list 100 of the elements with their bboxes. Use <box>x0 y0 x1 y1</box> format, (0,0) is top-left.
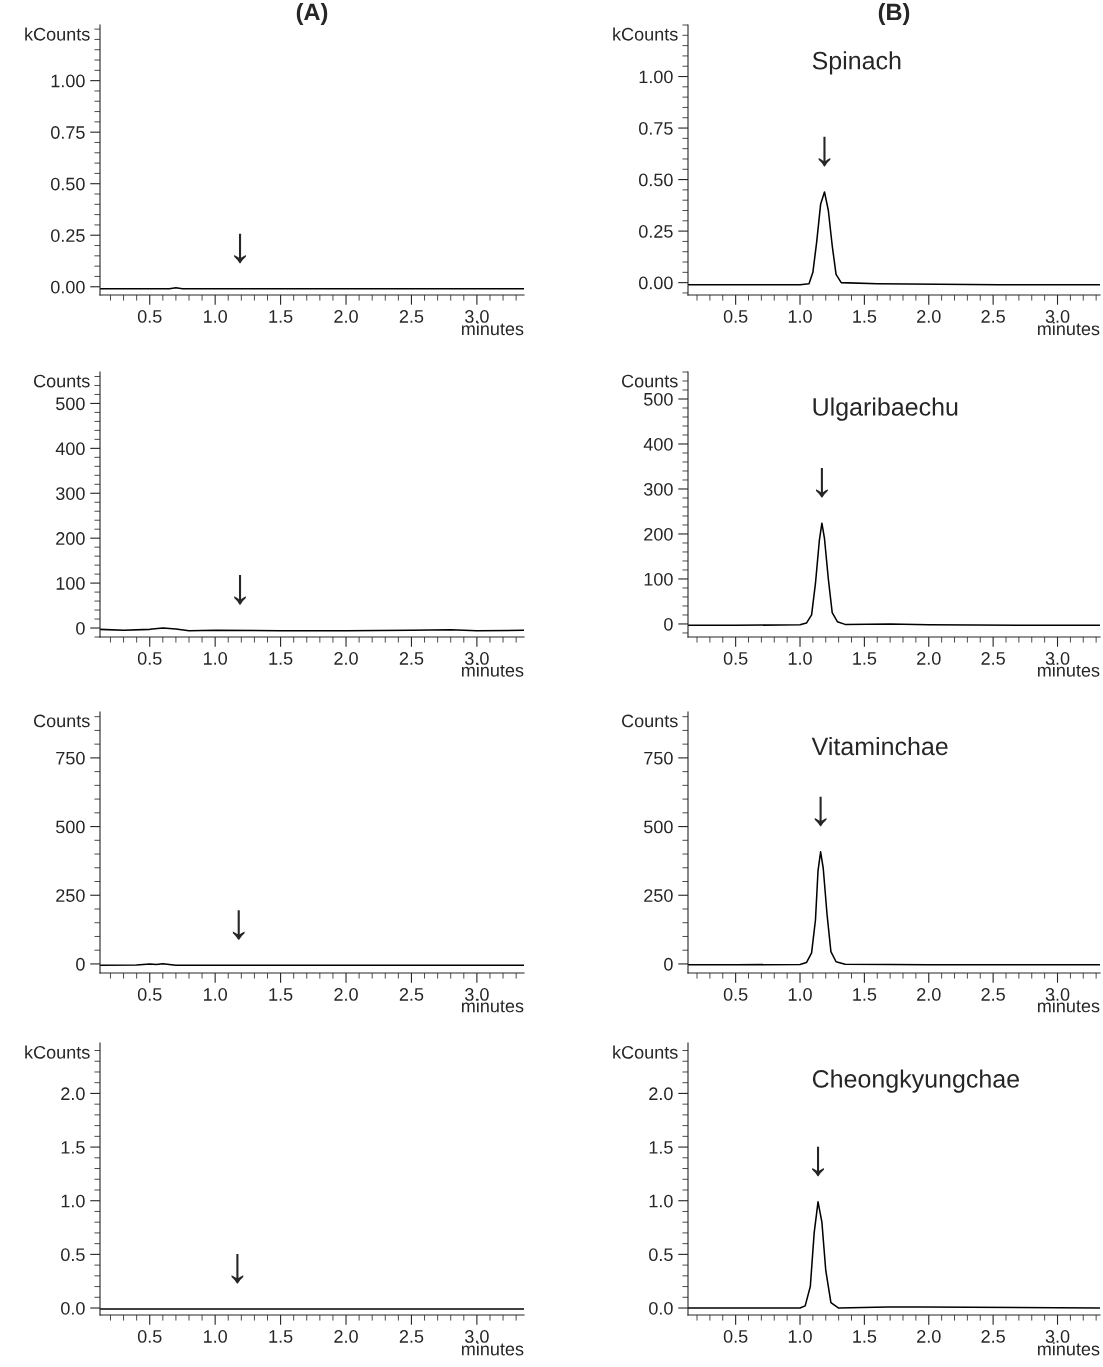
x-tick-label: 2.5 <box>981 310 1005 323</box>
y-tick-label: 500 <box>644 820 673 834</box>
y-axis-title: Counts <box>621 714 678 728</box>
x-tick-label: 2.5 <box>981 988 1005 1001</box>
x-tick-label: 1.5 <box>853 310 877 323</box>
y-tick-label: 2.0 <box>649 1087 673 1101</box>
x-tick-label: 0.5 <box>137 988 162 1001</box>
text: Ulgaribaechu <box>813 397 958 421</box>
chart-title: (A) <box>296 2 328 25</box>
y-tick-label: 1.0 <box>61 1194 85 1208</box>
y-tick-label: 0.00 <box>638 276 673 290</box>
y-axis-title: kCounts <box>613 27 678 41</box>
x-tick-label: 1.5 <box>269 988 293 1001</box>
annotation: ↓ <box>816 468 828 498</box>
y-tick-label: 200 <box>644 527 673 541</box>
x-tick-label: 2.5 <box>399 652 424 665</box>
x-tick-label: 1.5 <box>853 988 877 1001</box>
x-tick-label: 3.0 <box>465 652 489 665</box>
x-tick-label: 1.0 <box>203 988 228 1001</box>
x-axis-title: minutes <box>1037 1342 1100 1356</box>
x-axis-title: minutes <box>1037 322 1100 336</box>
x-tick-label: 3.0 <box>1045 652 1070 665</box>
x-tick-label: 1.0 <box>203 1330 228 1343</box>
annotation: ↓ <box>234 233 246 264</box>
x-tick-label: 2.0 <box>334 988 358 1001</box>
x-tick-label: 1.5 <box>269 652 293 665</box>
x-tick-label: 1.0 <box>203 652 228 665</box>
x-axis-title: minutes <box>461 1342 524 1356</box>
y-axis-title: Counts <box>621 374 678 388</box>
annotation: ↓ <box>818 136 831 167</box>
y-axis-title: kCounts <box>613 1045 678 1059</box>
x-tick-label: 0.5 <box>723 310 748 323</box>
y-tick-label: 100 <box>644 572 673 586</box>
y-tick-label: 0 <box>664 617 673 631</box>
y-tick-label: 100 <box>56 577 85 590</box>
y-tick-label: 250 <box>56 889 85 902</box>
x-tick-label: 3.0 <box>1045 310 1070 323</box>
y-tick-label: 500 <box>56 397 85 411</box>
y-tick-label: 750 <box>644 751 673 765</box>
line-series <box>688 1201 1100 1309</box>
y-tick-label: 0 <box>76 621 85 635</box>
y-tick-label: 0.00 <box>50 280 85 294</box>
x-tick-label: 2.0 <box>334 1330 358 1343</box>
x-tick-label: 1.0 <box>788 988 812 1001</box>
annotation: ↓ <box>231 1253 244 1284</box>
x-tick-label: 1.0 <box>788 652 812 665</box>
x-tick-label: 2.0 <box>334 652 358 665</box>
x-tick-label: 2.5 <box>399 310 424 323</box>
y-axis-title: Counts <box>33 714 90 728</box>
x-tick-label: 0.5 <box>137 310 162 323</box>
x-axis-title: minutes <box>461 663 524 677</box>
y-tick-label: 750 <box>56 751 85 765</box>
y-tick-label: 0.5 <box>61 1248 85 1262</box>
annotation: ↓ <box>812 1146 824 1177</box>
y-tick-label: 500 <box>56 820 85 834</box>
x-tick-label: 1.0 <box>788 310 812 323</box>
x-tick-label: 0.5 <box>723 988 748 1001</box>
x-tick-label: 3.0 <box>465 1330 489 1343</box>
x-axis-title: minutes <box>461 999 524 1013</box>
line-series <box>688 191 1100 286</box>
y-tick-label: 0.5 <box>649 1248 673 1262</box>
x-tick-label: 2.5 <box>399 1330 424 1343</box>
annotation: ↓ <box>234 575 246 605</box>
x-tick-label: 2.5 <box>399 988 424 1001</box>
y-axis-title: kCounts <box>25 1045 90 1059</box>
x-tick-label: 2.0 <box>917 652 941 665</box>
y-tick-label: 0 <box>76 957 85 971</box>
y-tick-label: 0.75 <box>50 126 85 139</box>
y-tick-label: 0 <box>664 957 673 971</box>
y-axis-title: kCounts <box>25 27 90 41</box>
x-tick-label: 1.0 <box>203 310 228 323</box>
y-tick-label: 0.50 <box>638 173 673 187</box>
x-tick-label: 3.0 <box>1045 988 1070 1001</box>
y-tick-label: 2.0 <box>61 1087 85 1101</box>
x-tick-label: 1.0 <box>788 1330 812 1343</box>
text: Cheongkyungchae <box>812 1069 1019 1093</box>
text: Vitaminchae <box>811 736 948 756</box>
x-tick-label: 2.0 <box>334 310 358 323</box>
x-tick-label: 0.5 <box>723 652 748 665</box>
y-tick-label: 250 <box>644 889 673 902</box>
y-tick-label: 0.25 <box>50 229 85 242</box>
x-tick-label: 3.0 <box>465 310 489 323</box>
y-tick-label: 200 <box>56 532 85 545</box>
x-tick-label: 0.5 <box>137 652 162 665</box>
y-tick-label: 0.50 <box>50 177 85 191</box>
y-tick-label: 0.75 <box>638 121 673 135</box>
y-tick-label: 500 <box>644 392 673 406</box>
y-tick-label: 0.0 <box>649 1301 673 1315</box>
y-tick-label: 1.0 <box>649 1194 673 1208</box>
text: Spinach <box>812 51 901 75</box>
x-tick-label: 2.0 <box>917 310 941 323</box>
x-tick-label: 2.5 <box>981 1330 1005 1343</box>
y-tick-label: 400 <box>55 442 85 456</box>
annotation: ↓ <box>814 796 827 827</box>
x-tick-label: 0.5 <box>137 1330 162 1343</box>
y-tick-label: 1.5 <box>649 1141 673 1154</box>
x-tick-label: 1.5 <box>269 310 293 323</box>
line-series <box>688 522 1100 627</box>
y-tick-label: 300 <box>643 482 673 496</box>
x-tick-label: 3.0 <box>465 988 489 1001</box>
